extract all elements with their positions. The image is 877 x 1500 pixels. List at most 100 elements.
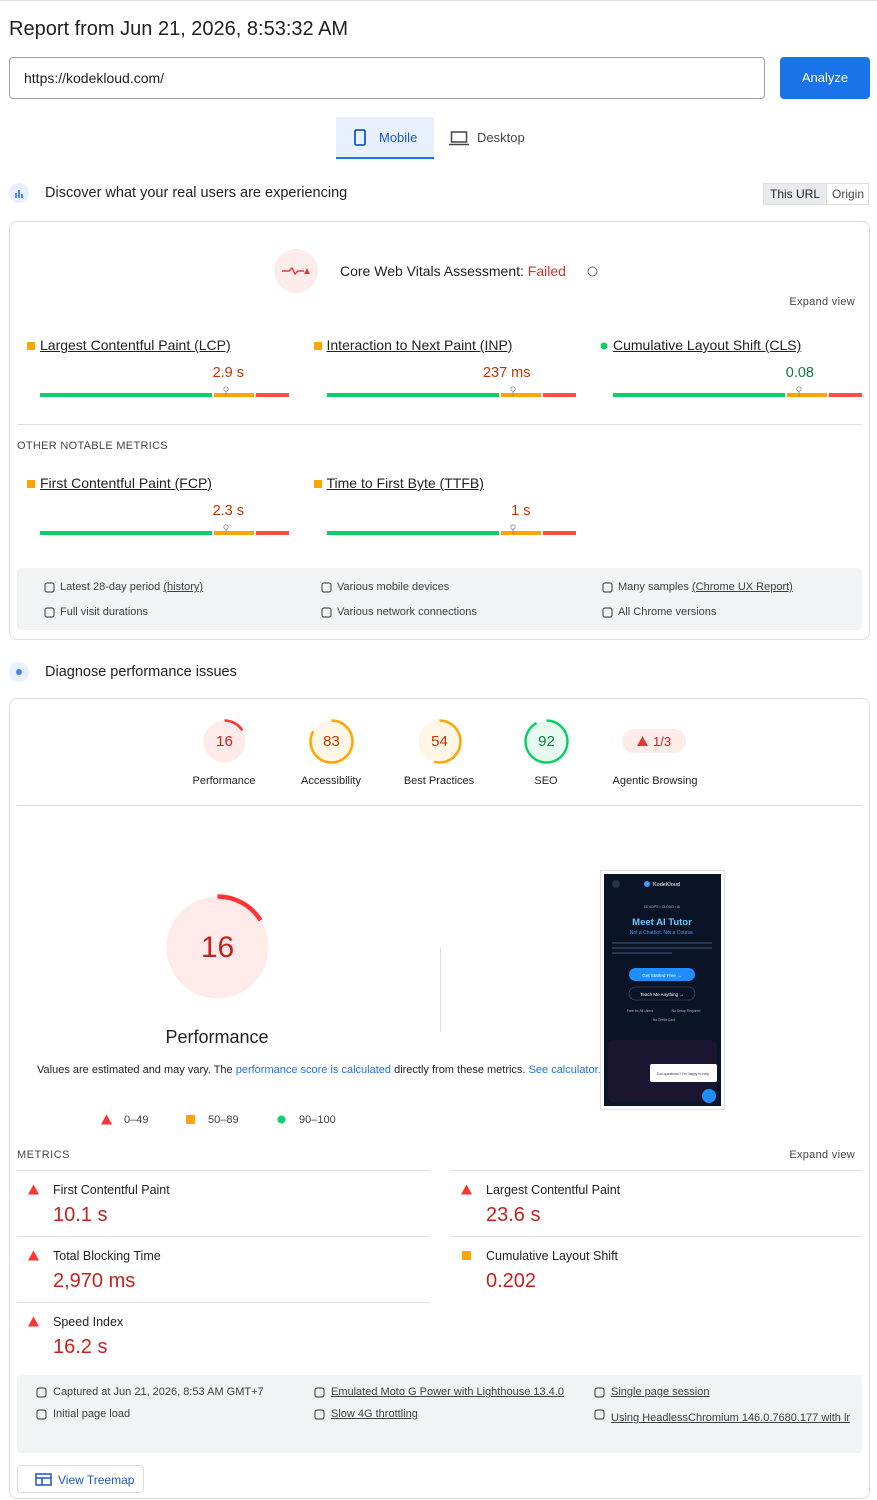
info-text: Latest 28-day period xyxy=(60,581,161,593)
help-icon[interactable] xyxy=(587,266,598,277)
desktop-tab[interactable]: Desktop xyxy=(445,117,540,159)
toggle-option[interactable]: This URL xyxy=(764,184,828,204)
info-item: Various network connections xyxy=(337,606,477,618)
cta: Get Started Free → xyxy=(642,973,681,978)
bar-good xyxy=(613,393,785,397)
bar-average xyxy=(214,393,254,397)
bar-good xyxy=(326,531,499,535)
distribution-bar xyxy=(613,386,862,397)
score-gauge: 83 xyxy=(308,718,354,764)
icon-shape xyxy=(602,607,613,618)
bar-average xyxy=(214,531,254,535)
square-icon xyxy=(313,480,322,488)
mobile-tab[interactable]: Mobile xyxy=(336,117,434,159)
subline: Not a Chatbot. Not a Course. xyxy=(630,930,694,936)
url-origin-toggle: This URL Origin xyxy=(763,183,869,205)
cta: Teach Me Anything → xyxy=(640,992,684,997)
tab-label: Mobile xyxy=(379,130,418,145)
metric-name: First Contentful Paint xyxy=(53,1183,170,1197)
score-label: SEO xyxy=(534,775,558,787)
triangle-icon xyxy=(637,736,648,746)
gauge-arc xyxy=(523,718,569,764)
info-text: Various network connections xyxy=(337,606,477,618)
field-icon xyxy=(9,183,29,203)
report-title: Report from Jun 21, 2026, 8:53:32 AM xyxy=(9,18,349,40)
feature: No Setup Required xyxy=(672,1009,701,1013)
assessment-status: Failed xyxy=(527,263,566,279)
icon-shape xyxy=(321,607,332,618)
info-item[interactable]: Emulated Moto G Power with Lighthouse 13… xyxy=(331,1386,564,1398)
note-link[interactable]: See calculator. xyxy=(528,1064,601,1076)
rating-icon xyxy=(313,480,322,488)
bar-marker xyxy=(509,386,516,392)
rating-icon xyxy=(462,1251,471,1260)
metric-name[interactable]: Cumulative Layout Shift (CLS) xyxy=(613,337,802,353)
score-label: Best Practices xyxy=(403,775,475,787)
top-border xyxy=(0,0,877,1)
info-item[interactable]: Using HeadlessChromium 146.0.7680.177 wi… xyxy=(611,1412,851,1424)
triangle-icon xyxy=(28,1316,39,1327)
triangle-icon xyxy=(28,1250,39,1261)
lab-card xyxy=(9,698,870,1499)
info-item: Latest 28-day period (history) xyxy=(60,581,203,593)
url-text: https://kodekloud.com/ xyxy=(24,70,165,86)
bar-poor xyxy=(542,531,576,535)
metric-row-border xyxy=(450,1170,862,1171)
toggle-option[interactable]: Origin xyxy=(832,187,865,201)
legend-label: 90–100 xyxy=(299,1114,336,1126)
score-gauge: 92 xyxy=(523,718,569,764)
metric-name: Cumulative Layout Shift xyxy=(486,1249,619,1263)
metric-name: Largest Contentful Paint xyxy=(486,1183,621,1197)
metric-value: 23.6 s xyxy=(486,1204,541,1226)
metric-name[interactable]: Interaction to Next Paint (INP) xyxy=(326,337,513,353)
field-card xyxy=(9,221,870,640)
info-link[interactable]: (history) xyxy=(163,581,204,593)
score-label: Agentic Browsing xyxy=(612,775,698,787)
expand-view[interactable]: Expand view xyxy=(789,1149,855,1161)
circle-icon xyxy=(600,342,608,350)
metric-name[interactable]: First Contentful Paint (FCP) xyxy=(40,475,212,491)
info-icon xyxy=(314,1409,325,1420)
gauge-bg xyxy=(203,720,245,762)
tagline: DEVOPS • CLOUD • AI xyxy=(644,905,680,909)
rating-icon xyxy=(27,342,35,350)
note-link[interactable]: performance score is calculated xyxy=(235,1064,392,1076)
info-item: Many samples (Chrome UX Report) xyxy=(618,581,793,593)
feature: No Credit Card xyxy=(653,1018,676,1022)
view-treemap-button[interactable]: View Treemap xyxy=(17,1465,144,1493)
info-icon xyxy=(594,1387,605,1398)
metric-value: 0.08 xyxy=(785,365,814,381)
info-icon xyxy=(594,1409,605,1420)
square-icon xyxy=(27,480,35,488)
rating-icon xyxy=(461,1184,472,1195)
bar-good xyxy=(326,393,499,397)
expand-view[interactable]: Expand view xyxy=(789,296,855,308)
url-input[interactable]: https://kodekloud.com/ xyxy=(9,57,765,99)
info-link[interactable]: (Chrome UX Report) xyxy=(691,581,793,593)
metric-name[interactable]: Largest Contentful Paint (LCP) xyxy=(40,337,231,353)
gauge-bg xyxy=(525,720,567,762)
metric-row-border xyxy=(17,1170,430,1171)
info-item: Initial page load xyxy=(53,1408,131,1420)
analyze-button[interactable]: Analyze xyxy=(780,57,870,99)
metric-name[interactable]: Time to First Byte (TTFB) xyxy=(326,475,484,491)
agentic-badge: 1/3 xyxy=(622,729,686,753)
gauge-score: 16 xyxy=(216,733,233,750)
icon-shape xyxy=(602,582,613,593)
distribution-bar xyxy=(326,524,576,535)
divider xyxy=(17,424,862,425)
icon-shape xyxy=(321,582,332,593)
metric-value: 10.1 s xyxy=(53,1204,108,1226)
metrics-heading: METRICS xyxy=(17,1149,70,1161)
metric-value: 2.9 s xyxy=(212,365,244,381)
treemap-icon xyxy=(35,1473,52,1486)
section-title: Diagnose performance issues xyxy=(45,664,237,680)
info-icon xyxy=(314,1387,325,1398)
legend-label: 50–89 xyxy=(208,1114,239,1126)
gauge-score: 83 xyxy=(323,733,340,750)
score-gauge: 16 xyxy=(201,718,247,764)
gauge-bg xyxy=(310,720,352,762)
info-item[interactable]: Single page session xyxy=(611,1386,710,1398)
bar-marker xyxy=(223,524,229,530)
info-item[interactable]: Slow 4G throttling xyxy=(331,1408,418,1420)
